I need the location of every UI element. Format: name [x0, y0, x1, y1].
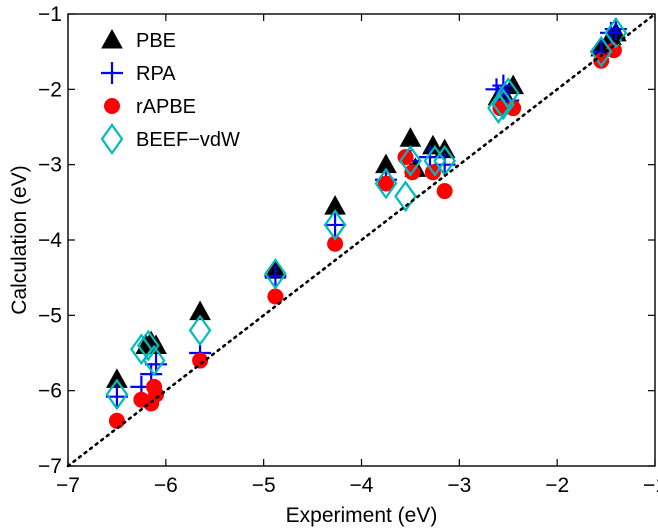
- x-tick-label: −1: [643, 474, 658, 497]
- legend-marker-diamond: [100, 123, 124, 155]
- point-diamond-1: [130, 333, 153, 366]
- legend-marker-plus: [101, 62, 123, 84]
- point-circle-6: [267, 288, 284, 305]
- reference-diagonal-line: [66, 12, 657, 468]
- point-triangle-4: [189, 300, 211, 321]
- point-diamond-2: [136, 329, 160, 362]
- point-diamond-16: [604, 16, 628, 49]
- y-tick-label: −4: [38, 229, 62, 252]
- legend: PBE RPA rAPBE BEEF−vdW: [100, 28, 240, 155]
- x-axis-label: Experiment (eV): [286, 504, 438, 527]
- y-tick-label: −3: [38, 154, 62, 177]
- tick-labels: −7 −6 −5 −4 −3 −2 −1 −7 −6 −5 −4 −3 −2 −1: [38, 3, 658, 497]
- point-diamond-10: [423, 145, 447, 177]
- x-tick-label: −5: [252, 474, 276, 497]
- point-circle-0: [108, 412, 125, 429]
- legend-label: PBE: [136, 30, 176, 52]
- point-diamond-3: [142, 344, 166, 377]
- point-diamond-13: [492, 88, 515, 121]
- legend-marker-triangle: [101, 28, 123, 49]
- series-plus: [105, 18, 627, 408]
- y-tick-label: −5: [38, 304, 62, 327]
- point-diamond-7: [374, 167, 398, 200]
- point-diamond-4: [188, 314, 212, 347]
- legend-marker-circle: [104, 98, 120, 114]
- x-tick-label: −3: [447, 474, 471, 497]
- data-marks: [105, 16, 628, 429]
- legend-entry-triangle: PBE: [101, 28, 176, 52]
- series-triangle: [106, 21, 627, 388]
- point-triangle-0: [106, 368, 128, 388]
- point-plus-6: [324, 213, 347, 236]
- legend-entry-plus: RPA: [101, 62, 176, 85]
- y-tick-label: −7: [38, 455, 62, 478]
- x-tick-label: −2: [545, 474, 569, 497]
- legend-label: rAPBE: [136, 96, 196, 118]
- point-diamond-15: [589, 35, 613, 68]
- legend-entry-circle: rAPBE: [104, 96, 196, 118]
- point-circle-7: [327, 235, 344, 252]
- x-tick-label: −4: [350, 474, 374, 497]
- point-circle-15: [593, 52, 610, 69]
- point-diamond-0: [105, 378, 129, 411]
- point-circle-8: [377, 175, 394, 192]
- y-tick-label: −6: [38, 380, 62, 403]
- x-tick-label: −7: [56, 474, 80, 497]
- y-tick-label: −2: [38, 78, 62, 101]
- legend-label: BEEF−vdW: [136, 129, 240, 151]
- point-diamond-6: [323, 209, 347, 241]
- point-triangle-8: [399, 127, 422, 147]
- point-circle-4: [148, 386, 165, 403]
- legend-label: RPA: [136, 63, 176, 85]
- y-axis-label: Calculation (eV): [8, 165, 31, 314]
- point-circle-5: [192, 352, 209, 369]
- point-circle-12: [436, 183, 453, 200]
- point-diamond-5: [264, 258, 287, 290]
- y-tick-label: −1: [38, 3, 62, 26]
- point-circle-9: [397, 149, 414, 166]
- point-diamond-9: [399, 145, 422, 177]
- point-diamond-8: [394, 180, 417, 213]
- x-tick-label: −6: [154, 474, 178, 497]
- legend-entry-diamond: BEEF−vdW: [100, 123, 240, 155]
- axis-ticks: [67, 13, 656, 467]
- point-diamond-14: [496, 77, 520, 109]
- series-diamond: [105, 16, 628, 411]
